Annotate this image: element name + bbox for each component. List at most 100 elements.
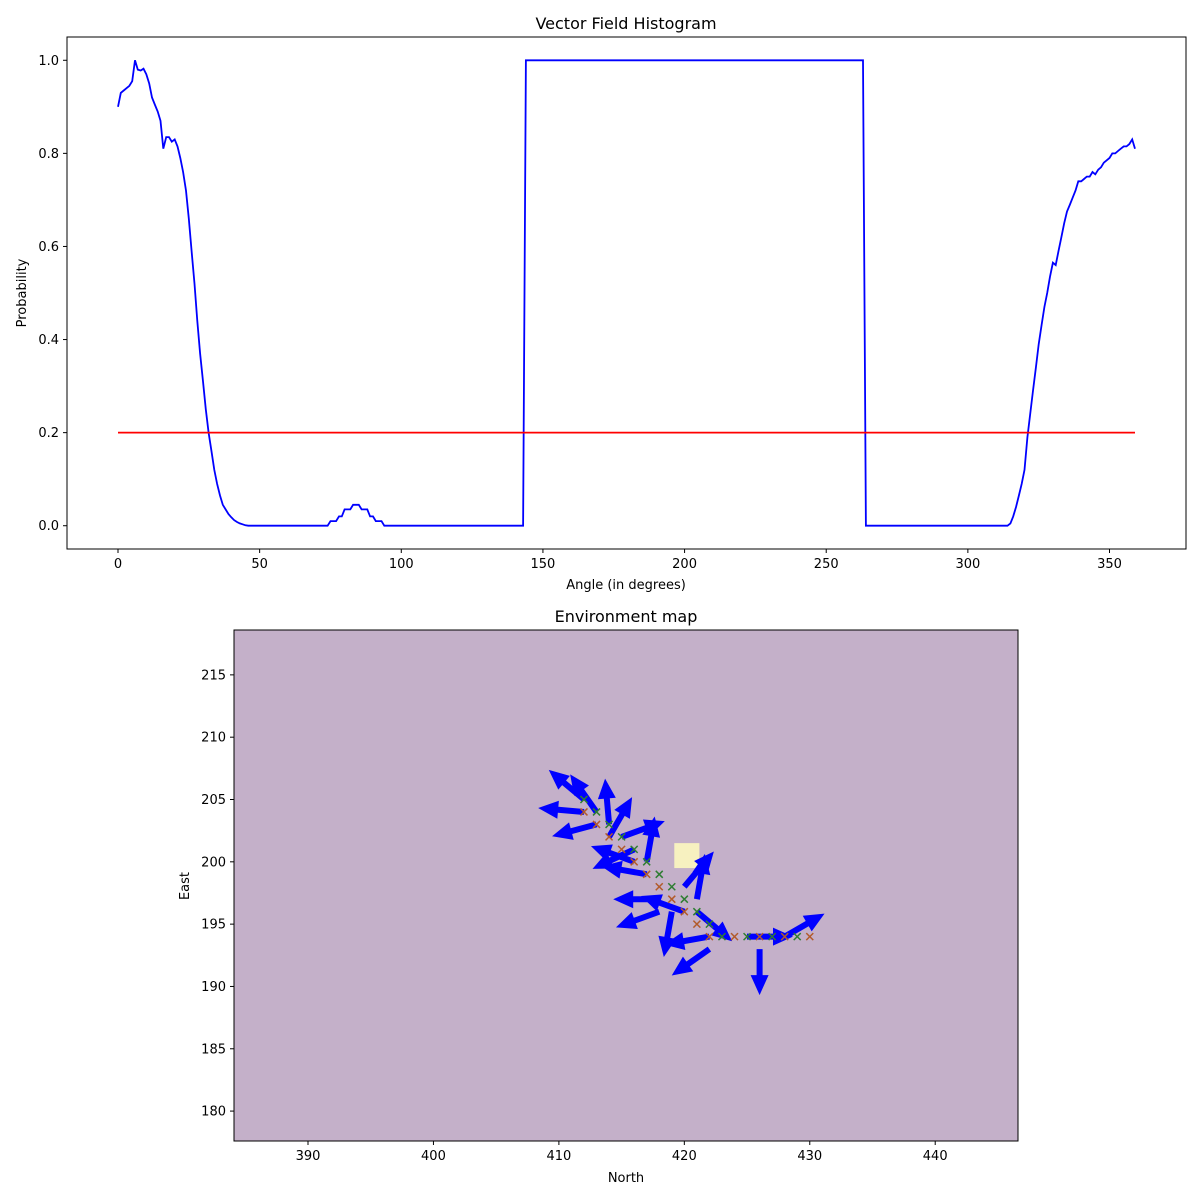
env-map-arrow-shape (601, 860, 648, 879)
vfh-chart-title: Vector Field Histogram (535, 14, 716, 33)
env-map-path-point (717, 932, 726, 941)
env-map-arrow-shape (570, 774, 599, 814)
env-map-arrow-shape (750, 949, 769, 996)
env-map-y-tick-label: 195 (201, 918, 226, 933)
env-map-arrow-shape (538, 800, 585, 819)
vfh-x-tick-label: 50 (251, 557, 268, 572)
env-map-path-point (630, 857, 639, 866)
env-map-arrow (747, 927, 793, 946)
env-map-highlight-cell (674, 843, 700, 869)
env-map-background (234, 630, 1018, 1141)
vfh-x-tick-label: 350 (1097, 557, 1122, 572)
env-map-arrow-shape (747, 927, 793, 946)
vfh-x-tick-label: 250 (814, 557, 839, 572)
vfh-y-tick-label: 0.8 (38, 147, 59, 162)
env-map-path-point (680, 895, 689, 904)
env-map-path-point (705, 920, 714, 929)
env-map-path-point (768, 932, 777, 941)
env-map-path-point (805, 932, 814, 941)
env-map-arrow-shape (671, 946, 712, 976)
env-map-arrow (694, 909, 733, 942)
env-map-arrow (552, 821, 598, 840)
vfh-chart: Vector Field Histogram 0 50 100 150 200 250 30… (15, 14, 1187, 593)
env-map-arrow-shape (642, 816, 661, 863)
env-map-arrow-shape (783, 913, 825, 940)
env-map-arrow-shape (692, 853, 711, 900)
env-map-path-point (630, 845, 639, 854)
env-map-path-point (617, 845, 626, 854)
env-map-x-tick-label: 410 (546, 1149, 571, 1164)
env-map-arrow (601, 860, 648, 879)
env-map-y-tick-label: 185 (201, 1042, 226, 1057)
env-map-y-tick-label: 190 (201, 980, 226, 995)
env-map-arrow-shape (590, 844, 636, 865)
env-map-arrow-shape (552, 821, 598, 840)
vfh-plot-frame (66, 36, 1187, 550)
vfh-x-tick-label: 300 (955, 557, 980, 572)
env-map-path-point (592, 820, 601, 829)
env-map-arrow-shape (615, 908, 661, 930)
env-map-arrow (641, 894, 686, 915)
env-map-path-point (642, 870, 651, 879)
env-map-path-point (579, 795, 589, 804)
env-map-arrow (538, 800, 585, 819)
env-map-arrow (664, 932, 710, 950)
env-map-arrow (671, 946, 712, 976)
env-map-arrow (642, 816, 661, 863)
vfh-x-tick-label: 200 (672, 557, 697, 572)
vfh-y-tick-label: 0.2 (38, 426, 59, 441)
env-map-frame (233, 629, 1019, 1142)
env-map-path-point (743, 932, 752, 941)
env-map-y-tick-label: 215 (201, 668, 226, 683)
environment-map-chart: Environment map 390 400 410 420 430 440 180 18… (178, 607, 1019, 1186)
env-map-path-point (793, 932, 802, 941)
env-map-path-point (755, 932, 764, 941)
env-map-path-point (592, 807, 601, 816)
env-map-x-tick-label: 400 (421, 1149, 446, 1164)
env-map-path-point (655, 882, 664, 891)
vfh-y-tick-label: 1.0 (38, 54, 59, 69)
env-map-arrow-shape (658, 911, 677, 958)
vfh-x-tick-label: 0 (114, 557, 122, 572)
env-map-arrow-shape (597, 778, 616, 825)
env-map-path-point (780, 932, 789, 941)
env-map-y-tick-label: 205 (201, 793, 226, 808)
vfh-y-tick-label: 0.4 (38, 333, 59, 348)
env-map-path-point (642, 857, 651, 866)
env-map-path-point (655, 870, 664, 879)
env-map-arrow-shape (606, 797, 633, 839)
env-map-path-point (692, 920, 701, 929)
env-map-y-axis-label: East (178, 872, 193, 900)
vfh-x-tick-label: 100 (389, 557, 414, 572)
env-map-y-tick-label: 180 (201, 1105, 226, 1120)
env-map-arrow-shape (641, 894, 686, 915)
env-map-arrow-shape (664, 932, 710, 950)
env-map-x-tick-label: 420 (672, 1149, 697, 1164)
env-map-arrow (570, 774, 599, 814)
env-map-arrow (606, 797, 633, 839)
env-map-path-point (692, 907, 701, 916)
env-map-arrow (783, 913, 825, 940)
vfh-plot-area (67, 37, 1186, 549)
env-map-arrow (750, 949, 769, 996)
vfh-x-axis-label: Angle (in degrees) (566, 578, 686, 593)
vfh-y-axis-label: Probability (15, 258, 30, 327)
env-map-arrow (658, 911, 677, 958)
env-map-x-axis-label: North (608, 1171, 644, 1186)
env-map-path-point (705, 932, 714, 941)
env-map-path-point (667, 895, 676, 904)
env-map-arrow (590, 844, 636, 865)
env-map-path-point (617, 832, 626, 841)
vfh-series-line-0 (117, 59, 1136, 527)
env-map-arrow (692, 853, 711, 900)
env-map-x-tick-label: 390 (296, 1149, 321, 1164)
env-map-y-tick-label: 210 (201, 731, 226, 746)
env-map-path-point (667, 882, 676, 891)
env-map-path-point (730, 932, 739, 941)
env-map-path-point (605, 832, 614, 841)
env-map-path-point (680, 907, 689, 916)
env-map-arrow-shape (613, 890, 660, 909)
env-map-x-tick-label: 430 (797, 1149, 822, 1164)
env-map-title: Environment map (555, 607, 698, 626)
